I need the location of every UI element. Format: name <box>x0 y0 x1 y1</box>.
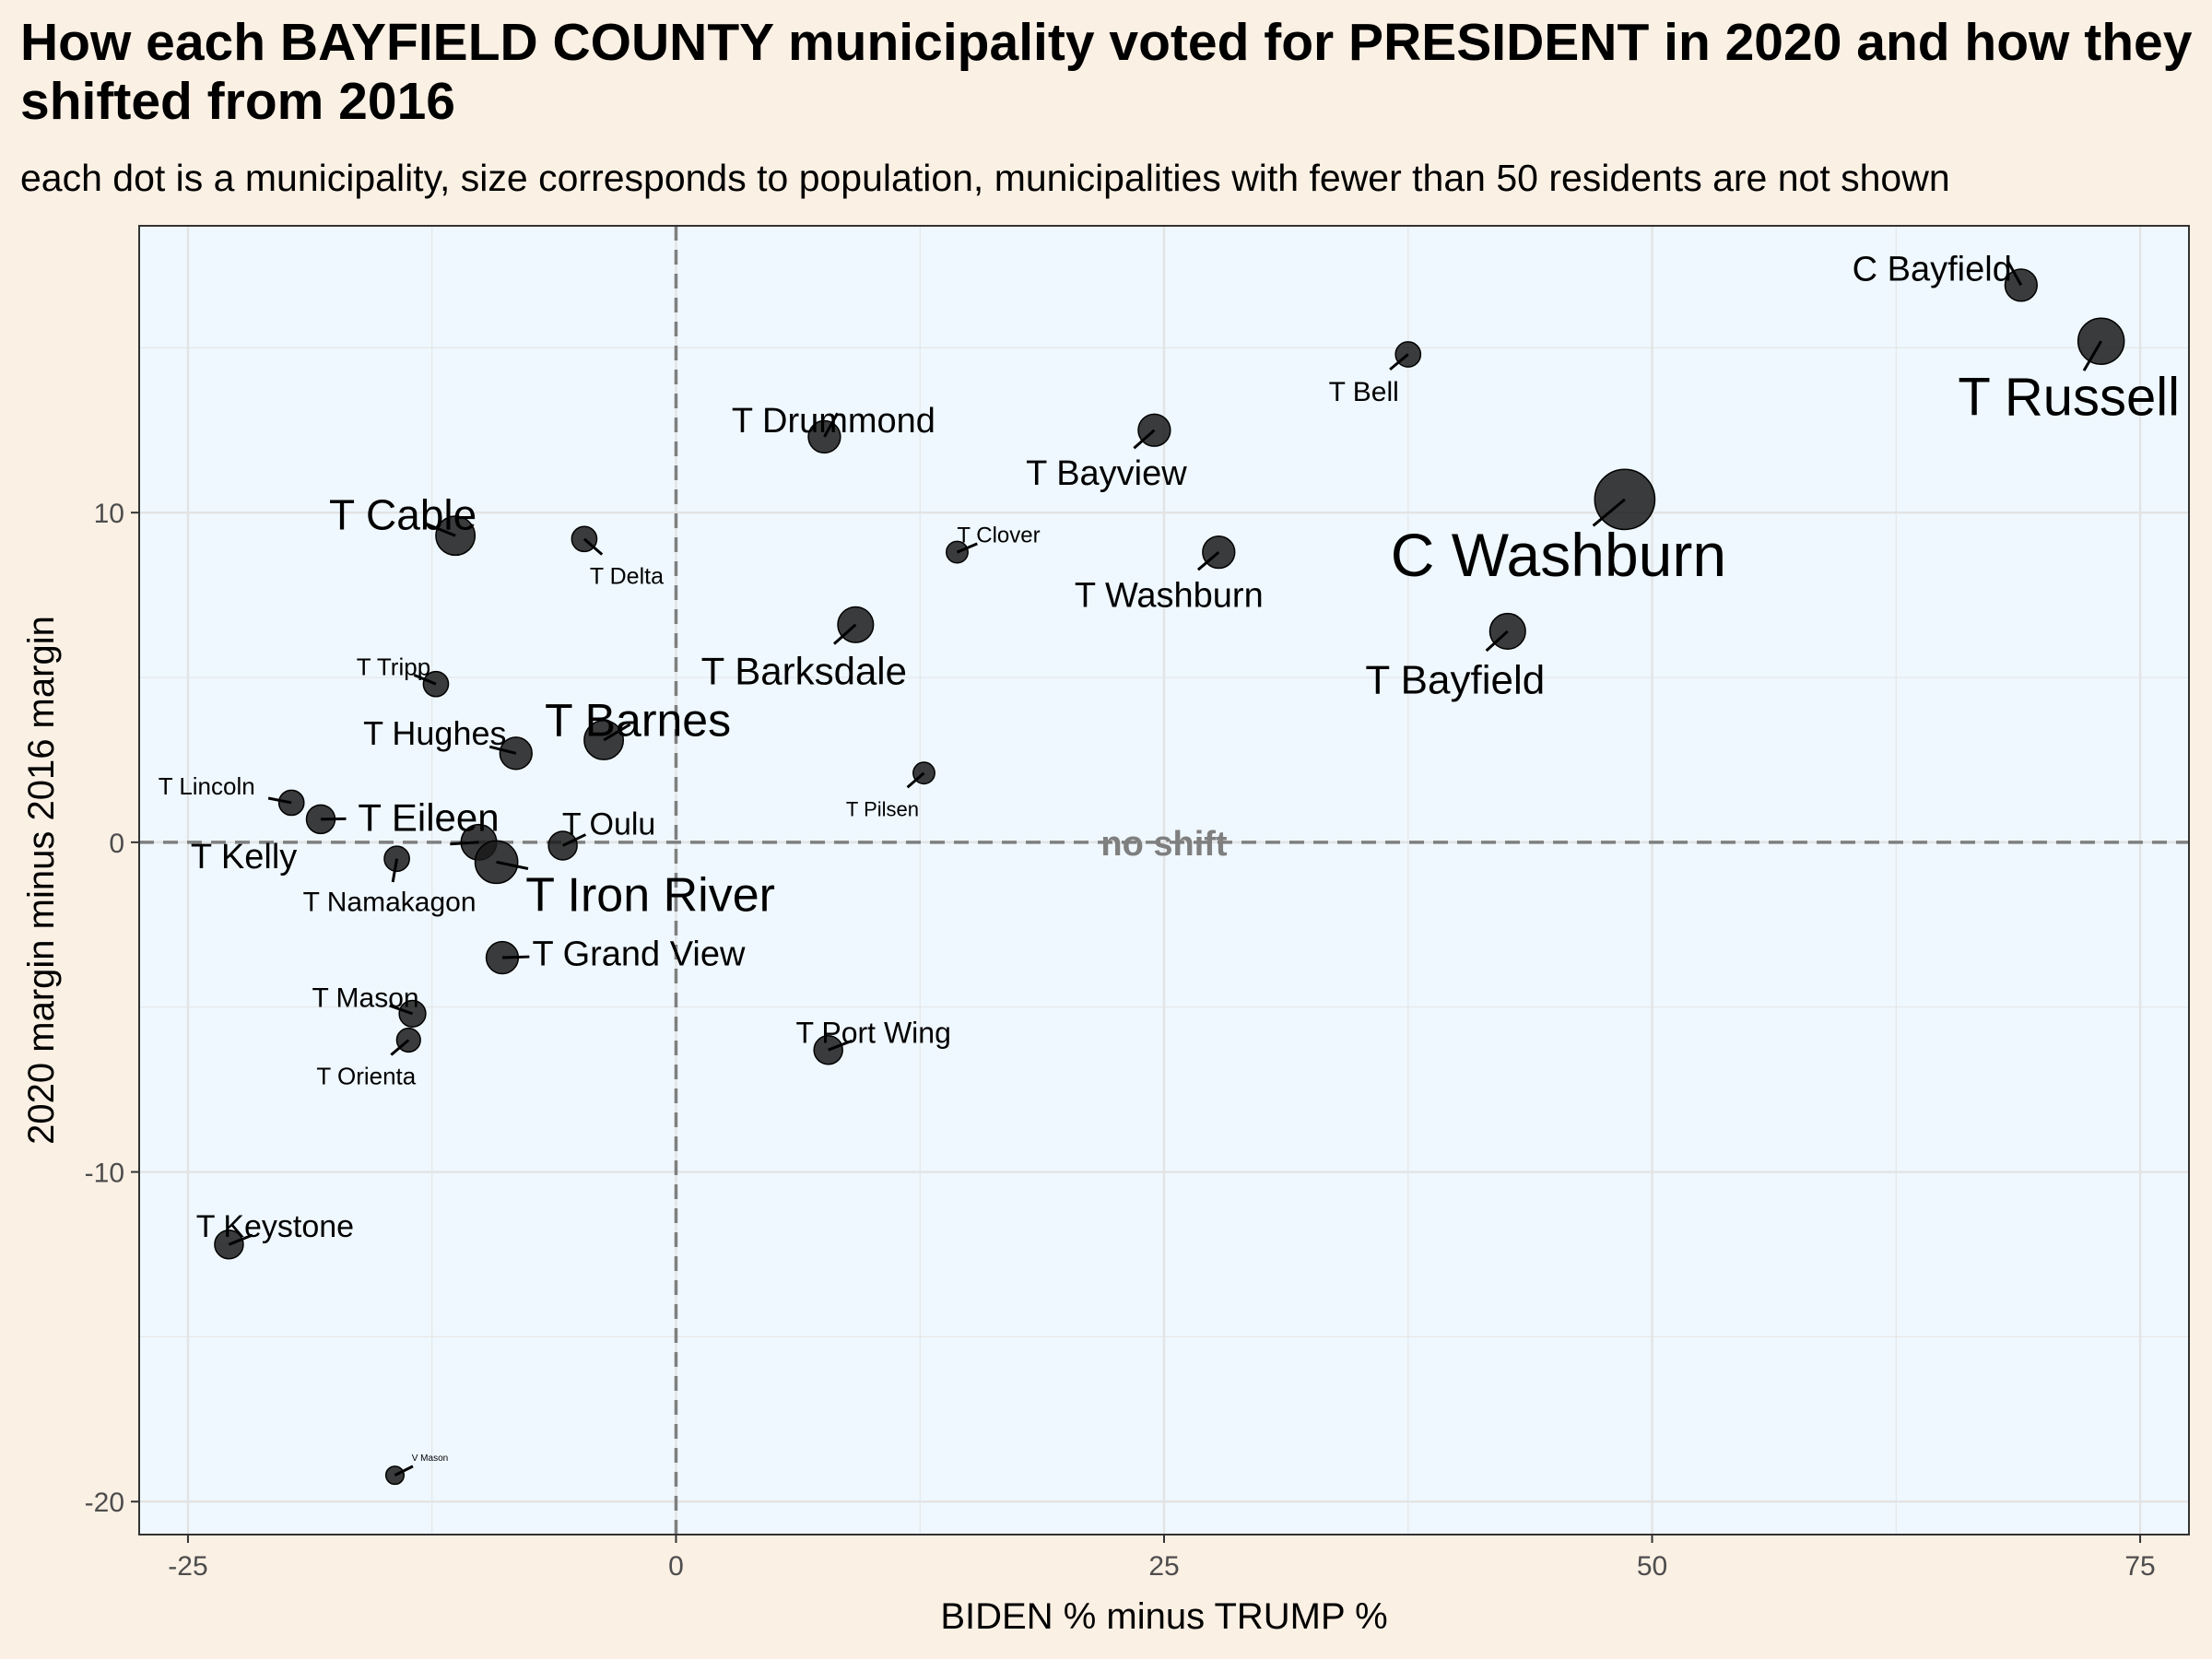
leader-line-t-mason <box>389 1004 414 1016</box>
leader-line-t-hughes <box>488 745 517 755</box>
label-t-barnes: T Barnes <box>545 694 731 746</box>
y-tick-label: -20 <box>85 1488 124 1518</box>
label-t-port-wing: T Port Wing <box>796 1016 951 1049</box>
leader-line-t-tripp <box>413 674 437 686</box>
label-t-lincoln: T Lincoln <box>159 772 255 800</box>
leader-line-t-bayview <box>1133 429 1156 450</box>
label-t-drummond: T Drummond <box>732 402 935 441</box>
label-c-washburn: C Washburn <box>1391 521 1726 589</box>
leader-line-t-bayfield <box>1485 629 1509 653</box>
y-tick-label: 0 <box>109 829 124 859</box>
label-t-iron-river: T Iron River <box>525 869 775 923</box>
minor-gridlines <box>139 226 2189 1535</box>
label-t-bayfield: T Bayfield <box>1365 657 1545 702</box>
chart-title: How each BAYFIELD COUNTY municipality vo… <box>20 13 2193 131</box>
leader-line-t-barnes <box>603 723 631 742</box>
label-t-barksdale: T Barksdale <box>701 649 907 692</box>
label-t-pilsen: T Pilsen <box>846 797 919 820</box>
label-t-mason: T Mason <box>312 982 418 1013</box>
leader-line-t-drummond <box>823 412 840 438</box>
x-tick-label: 0 <box>668 1551 684 1582</box>
label-t-cable: T Cable <box>329 490 477 538</box>
label-v-mason: V Mason <box>412 1453 448 1464</box>
label-t-bayview: T Bayview <box>1026 454 1187 493</box>
y-tick-label: -10 <box>85 1159 124 1189</box>
leader-line-t-lincoln <box>267 796 292 805</box>
label-t-kelly: T Kelly <box>191 838 297 877</box>
leader-line-t-russell <box>2082 340 2102 371</box>
leader-line-t-pilsen <box>906 771 925 789</box>
leader-line-t-clover <box>956 542 978 554</box>
label-t-delta: T Delta <box>590 564 664 590</box>
label-t-tripp: T Tripp <box>357 653 430 680</box>
label-t-grand-view: T Grand View <box>532 935 745 973</box>
leader-line-t-delta <box>582 537 604 556</box>
label-t-oulu: T Oulu <box>562 806 655 841</box>
leader-line-t-kelly <box>450 841 479 846</box>
y-tick-label: 10 <box>94 499 124 529</box>
leader-line-t-barksdale <box>832 623 857 645</box>
no-shift-annotation: no shift <box>1100 825 1228 864</box>
leader-line-t-port-wing <box>828 1039 853 1052</box>
label-t-bell: T Bell <box>1329 377 1399 407</box>
chart-subtitle: each dot is a municipality, size corresp… <box>20 157 1950 199</box>
leader-line-t-oulu <box>561 833 587 847</box>
label-t-namakagon: T Namakagon <box>303 887 477 917</box>
label-t-russell: T Russell <box>1958 367 2180 427</box>
y-axis-title: 2020 margin minus 2016 margin <box>21 616 62 1145</box>
leader-line-t-namakagon <box>391 858 399 883</box>
label-t-clover: T Clover <box>957 524 1040 548</box>
x-axis-title: BIDEN % minus TRUMP % <box>940 1596 1387 1637</box>
leader-line-t-orienta <box>390 1039 410 1056</box>
leader-line-t-washburn <box>1196 550 1220 571</box>
x-tick-label: -25 <box>168 1551 207 1582</box>
label-t-orienta: T Orienta <box>316 1063 416 1090</box>
point-labels: C Bayfield T Russell T Bell T Drummond T Bay… <box>159 251 2180 1477</box>
leader-line-t-keystone <box>228 1233 253 1246</box>
label-t-eileen: T Eileen <box>358 796 499 840</box>
leader-line-c-bayfield <box>2006 260 2023 287</box>
x-tick-label: 25 <box>1148 1551 1179 1582</box>
label-t-keystone: T Keystone <box>196 1209 354 1244</box>
leader-line-v-mason <box>394 1465 414 1477</box>
label-t-hughes: T Hughes <box>363 714 506 752</box>
leader-line-t-cable <box>426 523 456 537</box>
leader-line-c-washburn <box>1592 498 1626 527</box>
leader-line-t-bell <box>1389 353 1409 371</box>
axes: -25 0 25 50 75 -20 -10 0 10 <box>85 499 2156 1582</box>
x-tick-label: 50 <box>1637 1551 1667 1582</box>
label-t-washburn: T Washburn <box>1075 576 1264 615</box>
leader-line-t-iron-river <box>496 860 529 870</box>
label-c-bayfield: C Bayfield <box>1853 251 2012 289</box>
leader-line-t-grand-view <box>501 955 530 959</box>
x-tick-label: 75 <box>2124 1551 2155 1582</box>
